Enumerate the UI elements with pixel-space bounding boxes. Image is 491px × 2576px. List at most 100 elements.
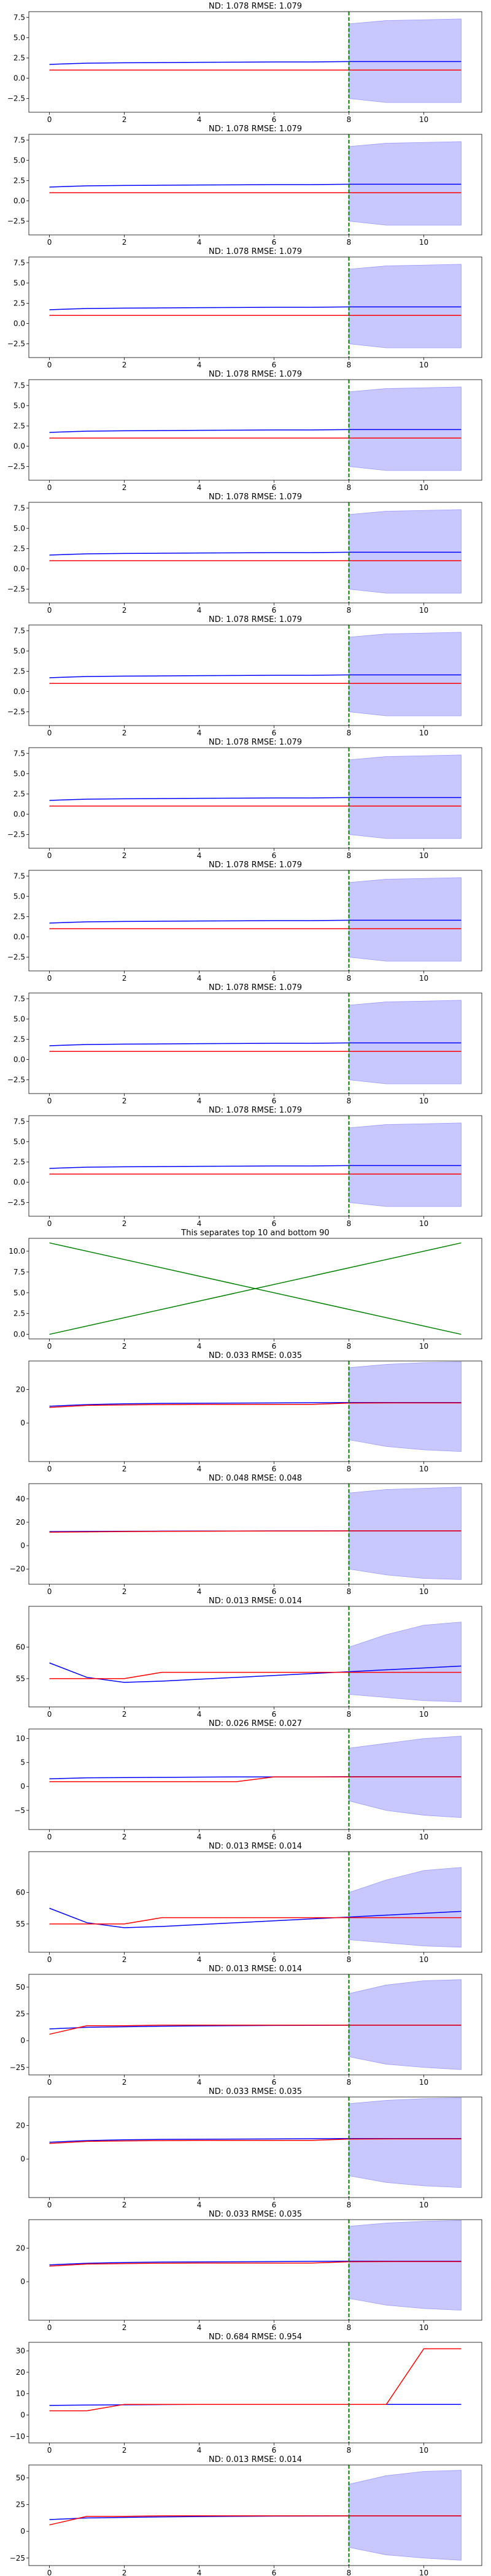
y-tick-label: −25: [10, 2063, 25, 2072]
plot-area: [50, 1361, 462, 1462]
prediction-interval-band: [349, 1123, 461, 1206]
y-tick-label: 55: [16, 1920, 25, 1928]
x-tick-label: 10: [419, 2446, 428, 2455]
subplot-title: ND: 0.033 RMSE: 0.035: [209, 2210, 302, 2219]
y-tick-label: 20: [16, 1385, 25, 1393]
y-tick-label: 7.5: [14, 1268, 25, 1276]
x-tick-label: 6: [272, 1955, 277, 1964]
x-tick-label: 4: [197, 2323, 202, 2332]
subplot-17: ND: 0.013 RMSE: 0.014 0 2 4 6 8 10 −25 0 25 50: [10, 1965, 482, 2087]
y-tick-label: −2.5: [7, 953, 25, 962]
y-tick-label: 0.0: [14, 810, 25, 818]
prediction-interval-band: [349, 755, 461, 838]
y-tick-label: −2.5: [7, 1198, 25, 1207]
x-tick-label: 2: [122, 1219, 127, 1228]
x-tick-label: 2: [122, 1587, 127, 1596]
subplot-title: ND: 0.013 RMSE: 0.014: [209, 1597, 302, 1606]
subplot-15: ND: 0.026 RMSE: 0.0270 2 4 6 8 10−50510: [14, 1719, 482, 1841]
x-tick-label: 4: [197, 1710, 202, 1719]
subplot-8: ND: 1.078 RMSE: 1.0790 2 4 6 8 10−2.50.02.55.…: [7, 861, 482, 983]
x-tick-label: 8: [347, 974, 352, 983]
subplot-19: ND: 0.033 RMSE: 0.0350 2 4 6 8 10020: [16, 2210, 482, 2332]
subplot-title: ND: 0.013 RMSE: 0.014: [209, 1965, 302, 1974]
x-tick-label: 10: [419, 974, 428, 983]
x-tick-label: 0: [47, 851, 52, 860]
y-tick-label: 7.5: [14, 504, 25, 512]
y-tick-label: 0.0: [14, 74, 25, 82]
y-tick-label: 5.0: [14, 1014, 25, 1023]
x-tick-label: 0: [47, 2569, 52, 2576]
x-tick-label: 8: [347, 1710, 352, 1719]
plot-area: [50, 380, 462, 480]
y-tick-label: 40: [16, 1495, 25, 1503]
x-tick-label: 8: [347, 361, 352, 369]
y-tick-label: 0.0: [14, 1055, 25, 1064]
prediction-interval-band: [349, 2098, 461, 2187]
plot-area: [50, 1974, 462, 2075]
y-tick-label: 25: [16, 2010, 25, 2018]
x-tick-label: 0: [47, 483, 52, 492]
y-tick-label: 7.5: [14, 994, 25, 1003]
y-tick-label: 50: [16, 1983, 25, 1991]
x-tick-label: 2: [122, 851, 127, 860]
x-tick-label: 4: [197, 1465, 202, 1473]
x-tick-label: 0: [47, 1833, 52, 1841]
y-tick-label: 2.5: [14, 421, 25, 430]
x-tick-label: 4: [197, 729, 202, 737]
x-tick-label: 10: [419, 2569, 428, 2576]
y-tick-label: 30: [16, 2347, 25, 2355]
y-tick-label: 20: [16, 1518, 25, 1527]
x-tick-label: 0: [47, 2078, 52, 2087]
x-tick-label: 8: [347, 238, 352, 247]
plot-area: [50, 257, 462, 358]
y-tick-label: 10: [16, 1735, 25, 1743]
y-tick-label: 2.5: [14, 176, 25, 185]
prediction-interval-band: [349, 1487, 461, 1580]
y-tick-label: 60: [16, 1888, 25, 1897]
x-tick-label: 2: [122, 115, 127, 124]
y-tick-label: 60: [16, 1643, 25, 1652]
y-tick-label: 0.0: [14, 196, 25, 205]
y-tick-label: 2.5: [14, 912, 25, 921]
x-tick-label: 8: [347, 1955, 352, 1964]
x-tick-label: 6: [272, 2078, 277, 2087]
x-tick-label: 6: [272, 851, 277, 860]
subplot-title: ND: 1.078 RMSE: 1.079: [209, 493, 302, 502]
y-tick-label: 5: [20, 1758, 25, 1767]
x-tick-label: 10: [419, 851, 428, 860]
x-tick-label: 4: [197, 974, 202, 983]
x-tick-label: 10: [419, 1833, 428, 1841]
plot-area: [50, 2097, 462, 2198]
subplot-6: ND: 1.078 RMSE: 1.0790 2 4 6 8 10−2.50.02.55.…: [7, 615, 482, 737]
y-tick-label: −2.5: [7, 1076, 25, 1084]
x-tick-label: 6: [272, 974, 277, 983]
x-tick-label: 0: [47, 1219, 52, 1228]
x-tick-label: 8: [347, 2078, 352, 2087]
y-tick-label: 25: [16, 2501, 25, 2509]
y-tick-label: −25: [10, 2554, 25, 2563]
y-tick-label: 0: [20, 2155, 25, 2163]
y-tick-label: 0.0: [14, 319, 25, 328]
x-tick-label: 4: [197, 606, 202, 615]
y-tick-label: 0.0: [14, 1178, 25, 1186]
x-tick-label: 8: [347, 606, 352, 615]
y-tick-label: 55: [16, 1674, 25, 1683]
y-tick-label: 2.5: [14, 1035, 25, 1043]
y-tick-label: 2.5: [14, 667, 25, 675]
subplot-title: ND: 1.078 RMSE: 1.079: [209, 370, 302, 379]
x-tick-label: 2: [122, 1097, 127, 1105]
subplot-21: ND: 0.013 RMSE: 0.0140 2 4 6 8 10−2502550: [10, 2455, 482, 2576]
plot-area: [50, 870, 462, 971]
x-tick-label: 0: [47, 361, 52, 369]
x-tick-label: 2: [122, 2323, 127, 2332]
prediction-interval-band: [349, 1622, 461, 1702]
x-tick-label: 4: [197, 238, 202, 247]
subplot-title: ND: 1.078 RMSE: 1.079: [209, 738, 302, 747]
x-tick-label: 0: [47, 729, 52, 737]
x-tick-label: 8: [347, 1465, 352, 1473]
x-tick-label: 4: [197, 115, 202, 124]
x-tick-label: 8: [347, 2323, 352, 2332]
y-tick-label: 5.0: [14, 524, 25, 532]
subplot-20: ND: 0.684 RMSE: 0.9540 2 4 6 8 10−100102030: [10, 2333, 482, 2455]
plot-area: [50, 625, 462, 726]
